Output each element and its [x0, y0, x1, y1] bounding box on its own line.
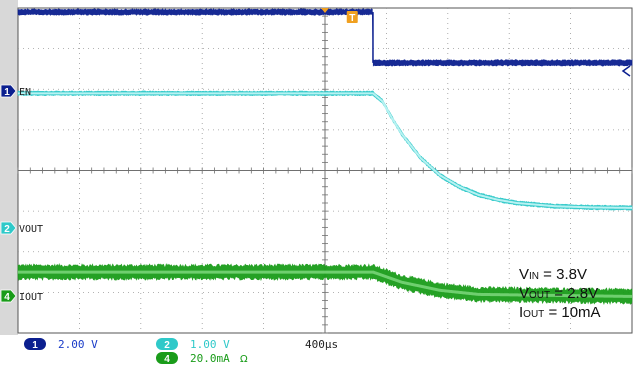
measurement-annotations: VIN = 3.8V VOUT = 2.8V IOUT = 10mA [519, 266, 601, 321]
channel-1-marker-label: 1 [4, 87, 10, 98]
channel-4-marker-label: 4 [4, 292, 10, 303]
channel-1-badge-label: 1 [32, 340, 38, 351]
annotation-text: VOUT = 2.8V [519, 285, 598, 302]
series-vout-band [17, 90, 633, 211]
channel-1-marker: 1 EN [0, 84, 31, 98]
channel-2-badge-label: 2 [164, 340, 170, 351]
trigger-marker-box [346, 11, 358, 23]
channel-1-scale-value: 2.00 V [58, 338, 98, 351]
series-iout-highlight [18, 270, 633, 298]
trigger-marker: T [346, 11, 358, 24]
ohm-icon: Ω [240, 354, 248, 365]
channel-1-marker-shape [0, 84, 17, 98]
channel-2-scale: 2 1.00 V [156, 338, 230, 351]
series-name-label: VOUT [19, 224, 43, 235]
annotation-text: IOUT = 10mA [519, 304, 601, 321]
series-en-trace [17, 8, 633, 67]
annotation-text: VIN = 3.8V [519, 266, 587, 283]
channel-2-badge [156, 338, 178, 350]
horizontal-position-marker [321, 8, 329, 13]
channel-2-marker: 2 VOUT [0, 221, 43, 235]
channel-4-marker: 4 IOUT [0, 289, 43, 303]
channel-2-scale-value: 1.00 V [190, 338, 230, 351]
channel-2-marker-label: 2 [4, 224, 10, 235]
channel-2-marker-shape [0, 221, 17, 235]
channel-4-badge-label: 4 [164, 354, 170, 365]
series-name-label: EN [19, 87, 31, 98]
series-vout-trace [17, 90, 633, 211]
series-en-band [17, 8, 633, 67]
series-iout-trace [17, 263, 633, 305]
channel-4-scale: 4 20.0mA Ω [156, 352, 248, 365]
channel-scale-bar: 400µs [305, 338, 338, 351]
series-name-label: IOUT [19, 292, 43, 303]
channel-4-marker-shape [0, 289, 17, 303]
time-per-division: 400µs [305, 338, 338, 351]
channel-4-badge [156, 352, 178, 364]
series-vout-highlight [18, 92, 633, 209]
channel-1-badge [24, 338, 46, 350]
ch1-offscreen-arrow [621, 65, 631, 77]
channel-4-scale-value: 20.0mA [190, 352, 230, 365]
channel-1-scale: 1 2.00 V [24, 338, 98, 351]
trigger-marker-label: T [349, 13, 355, 24]
left-gutter [0, 0, 18, 335]
